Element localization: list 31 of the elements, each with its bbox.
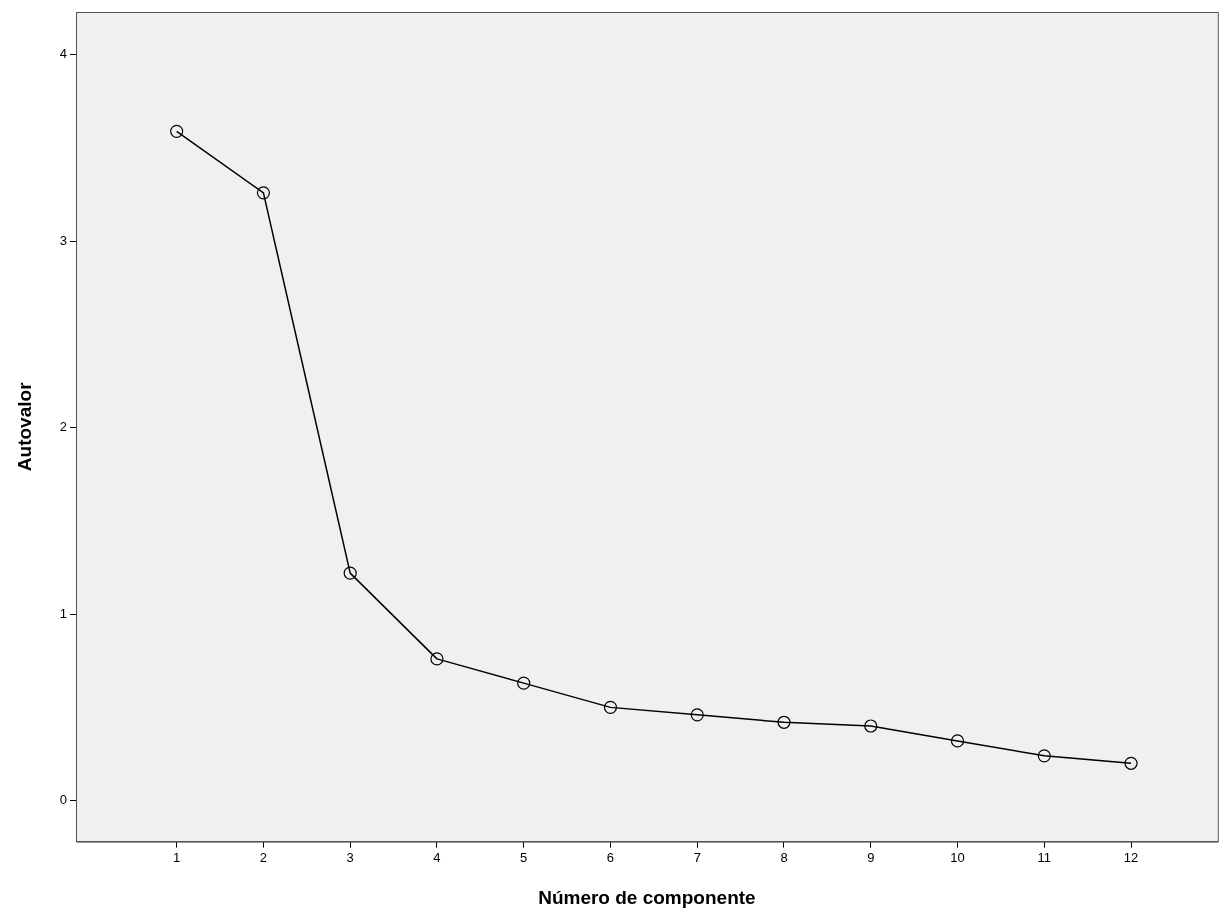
y-tick-label: 4 bbox=[59, 46, 68, 62]
point bbox=[256, 186, 271, 200]
point bbox=[343, 566, 357, 580]
x-tick-label: 2 bbox=[259, 849, 268, 865]
y-tick-label: 2 bbox=[59, 419, 68, 435]
x-tick-label: 1 bbox=[173, 849, 181, 865]
y-tick-label: 1 bbox=[59, 605, 68, 621]
y-axis-title: Autovalor bbox=[13, 381, 35, 472]
x-tick-label: 3 bbox=[346, 849, 354, 865]
x-tick-label: 8 bbox=[780, 849, 788, 865]
point bbox=[690, 708, 704, 722]
x-tick-label: 5 bbox=[520, 849, 528, 865]
point bbox=[430, 652, 444, 666]
point bbox=[1124, 756, 1138, 770]
y-tick-label: 0 bbox=[59, 792, 68, 808]
point bbox=[1037, 749, 1051, 763]
point bbox=[864, 719, 878, 733]
point bbox=[170, 124, 184, 138]
point bbox=[777, 715, 791, 729]
y-tick-label: 3 bbox=[59, 232, 68, 248]
x-tick-label: 6 bbox=[606, 849, 615, 865]
x-tick-label: 4 bbox=[433, 849, 441, 865]
x-axis-title: Número de componente bbox=[538, 886, 756, 908]
point bbox=[517, 676, 531, 690]
x-tick-label: 9 bbox=[867, 849, 875, 865]
x-tick-label: 11 bbox=[1037, 849, 1052, 865]
x-tick-label: 12 bbox=[1123, 849, 1139, 865]
point bbox=[603, 700, 618, 714]
point bbox=[950, 734, 965, 748]
x-tick-label: 7 bbox=[693, 849, 701, 865]
x-tick-label: 10 bbox=[950, 849, 965, 865]
